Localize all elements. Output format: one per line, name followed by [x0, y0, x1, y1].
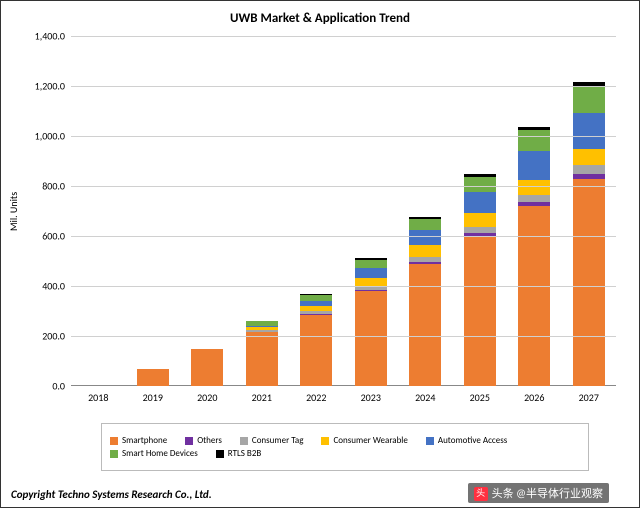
bar-segment-automotive_access — [409, 230, 441, 245]
bar-segment-consumer_tag — [573, 165, 605, 174]
bar-segment-consumer_wearable — [355, 278, 387, 286]
x-tick-label: 2026 — [524, 391, 544, 404]
bar-column — [573, 82, 605, 386]
legend-item-smart_home_devices: Smart Home Devices — [110, 448, 198, 459]
bar-column — [137, 369, 169, 387]
bar-column — [518, 127, 550, 387]
legend-label: Smartphone — [122, 435, 167, 446]
gridline — [71, 36, 616, 37]
bar-column — [300, 294, 332, 386]
bar-segment-smart_home_devices — [518, 130, 550, 151]
bar-segment-smart_home_devices — [573, 87, 605, 113]
bar-column — [355, 258, 387, 386]
x-tick-label: 2025 — [470, 391, 490, 404]
y-tick-label: 1,200.0 — [35, 80, 71, 93]
gridline — [71, 186, 616, 187]
bar-segment-automotive_access — [464, 192, 496, 213]
bar-segment-consumer_wearable — [518, 180, 550, 195]
y-tick-label: 200.0 — [42, 330, 71, 343]
gridline — [71, 286, 616, 287]
legend-swatch — [110, 437, 118, 445]
legend-item-consumer_wearable: Consumer Wearable — [321, 435, 407, 446]
bar-segment-automotive_access — [518, 151, 550, 180]
x-tick-label: 2020 — [197, 391, 217, 404]
legend-label: Others — [197, 435, 222, 446]
y-tick-label: 600.0 — [42, 230, 71, 243]
legend-label: RTLS B2B — [228, 448, 262, 459]
bar-column — [409, 217, 441, 386]
copyright-text: Copyright Techno Systems Research Co., L… — [11, 488, 212, 501]
x-tick-label: 2024 — [415, 391, 435, 404]
legend-item-automotive_access: Automotive Access — [426, 435, 507, 446]
bar-segment-smart_home_devices — [464, 177, 496, 192]
bars-container — [71, 36, 616, 386]
y-tick-label: 400.0 — [42, 280, 71, 293]
legend-label: Consumer Wearable — [333, 435, 407, 446]
legend-swatch — [426, 437, 434, 445]
bar-segment-consumer_wearable — [409, 245, 441, 256]
gridline — [71, 86, 616, 87]
bar-column — [464, 174, 496, 386]
gridline — [71, 136, 616, 137]
y-tick-label: 1,400.0 — [35, 30, 71, 43]
legend-swatch — [185, 437, 193, 445]
legend-swatch — [321, 437, 329, 445]
bar-segment-smartphone — [573, 179, 605, 387]
bar-segment-smartphone — [518, 206, 550, 386]
bar-segment-automotive_access — [355, 268, 387, 278]
y-tick-label: 0.0 — [52, 380, 71, 393]
watermark-text: 头条 @半导体行业观察 — [492, 487, 603, 500]
legend-item-smartphone: Smartphone — [110, 435, 167, 446]
chart-frame: UWB Market & Application Trend Mil. Unit… — [0, 0, 640, 508]
chart-area: 0.0200.0400.0600.0800.01,000.01,200.01,4… — [71, 36, 616, 406]
bar-segment-smartphone — [246, 332, 278, 386]
bar-column — [246, 321, 278, 387]
plot-area: 0.0200.0400.0600.0800.01,000.01,200.01,4… — [71, 36, 616, 386]
legend-item-others: Others — [185, 435, 222, 446]
legend-item-rtls_b2b: RTLS B2B — [216, 448, 262, 459]
x-tick-label: 2023 — [361, 391, 381, 404]
x-tick-label: 2018 — [88, 391, 108, 404]
y-tick-label: 800.0 — [42, 180, 71, 193]
bar-segment-smartphone — [355, 291, 387, 386]
bar-segment-consumer_wearable — [573, 149, 605, 165]
bar-segment-smartphone — [137, 369, 169, 387]
x-tick-label: 2019 — [143, 391, 163, 404]
bar-segment-smartphone — [191, 349, 223, 387]
bar-segment-consumer_tag — [518, 195, 550, 203]
watermark: 头头条 @半导体行业观察 — [468, 483, 609, 503]
legend-swatch — [240, 437, 248, 445]
legend-label: Smart Home Devices — [122, 448, 198, 459]
x-tick-label: 2022 — [306, 391, 326, 404]
bar-segment-smartphone — [409, 264, 441, 387]
bar-segment-automotive_access — [573, 113, 605, 149]
y-axis-label: Mil. Units — [7, 192, 20, 231]
legend-swatch — [110, 450, 118, 458]
bar-segment-consumer_wearable — [464, 213, 496, 227]
watermark-icon: 头 — [474, 487, 488, 501]
bar-segment-smartphone — [464, 236, 496, 386]
gridline — [71, 336, 616, 337]
bar-segment-smart_home_devices — [355, 260, 387, 269]
bar-column — [191, 349, 223, 387]
legend-swatch — [216, 450, 224, 458]
legend-item-consumer_tag: Consumer Tag — [240, 435, 304, 446]
gridline — [71, 236, 616, 237]
x-tick-label: 2027 — [579, 391, 599, 404]
bar-segment-smartphone — [300, 315, 332, 386]
x-tick-label: 2021 — [252, 391, 272, 404]
bar-segment-smart_home_devices — [409, 219, 441, 230]
legend: Smartphone Others Consumer Tag Consumer Wea… — [101, 423, 589, 471]
y-tick-label: 1,000.0 — [35, 130, 71, 143]
legend-label: Consumer Tag — [252, 435, 304, 446]
legend-label: Automotive Access — [438, 435, 507, 446]
chart-title: UWB Market & Application Trend — [1, 11, 639, 26]
